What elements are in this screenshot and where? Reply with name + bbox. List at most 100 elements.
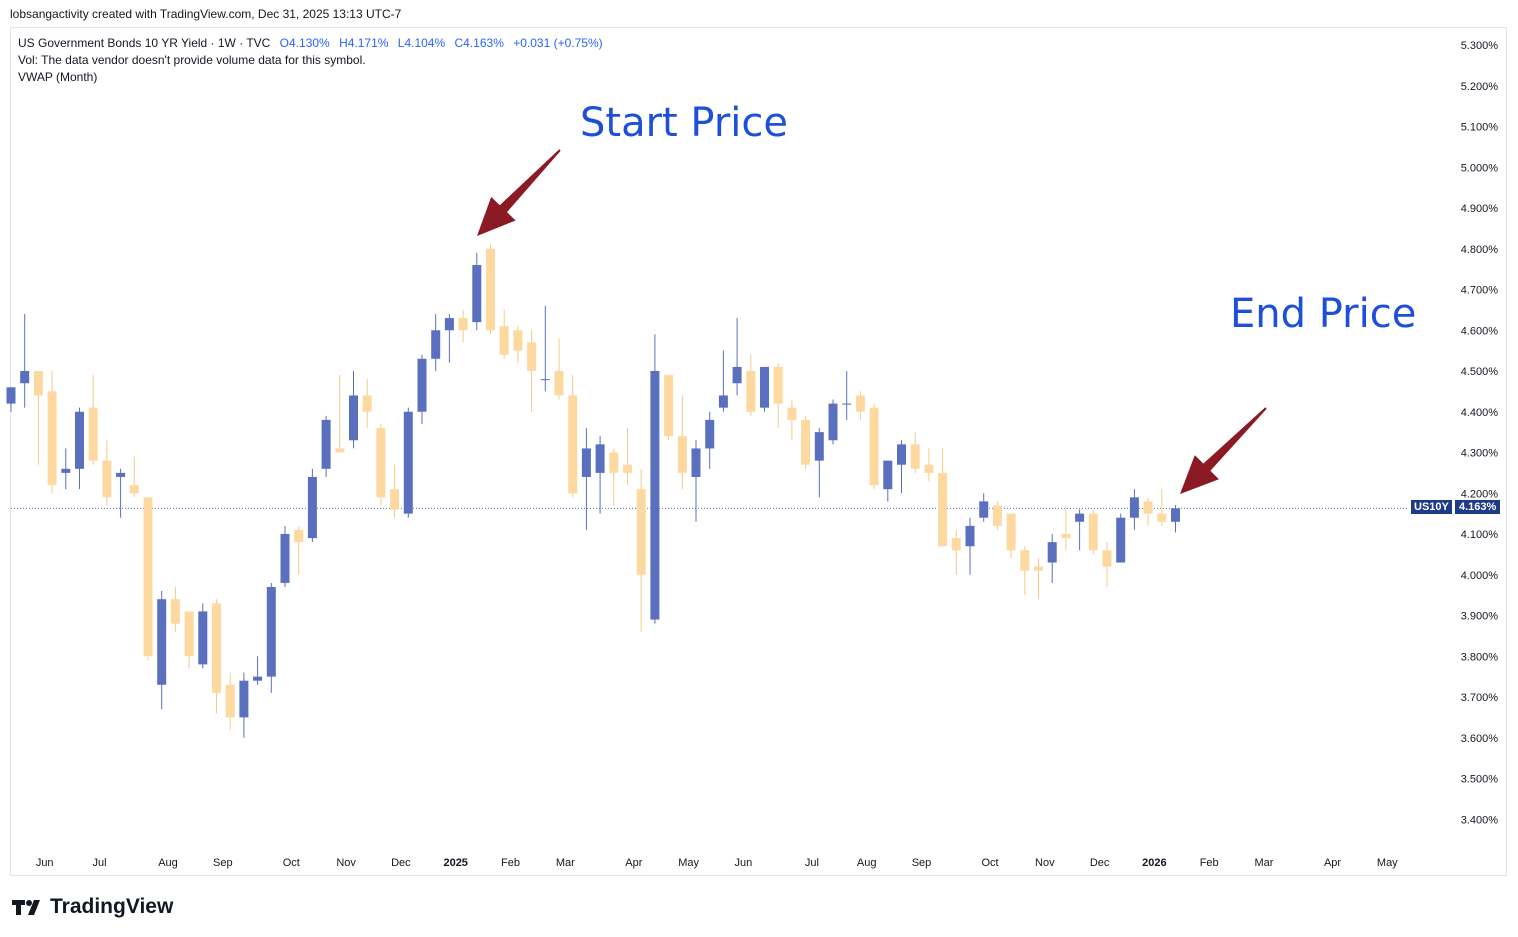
candle[interactable] <box>486 248 495 331</box>
candle[interactable] <box>636 489 646 575</box>
candle[interactable] <box>321 419 331 469</box>
candle[interactable] <box>88 407 98 461</box>
candle[interactable] <box>390 489 400 510</box>
candle[interactable] <box>499 326 509 355</box>
y-tick-label: 4.600% <box>1461 325 1499 337</box>
candle[interactable] <box>143 497 153 657</box>
candle[interactable] <box>6 387 16 404</box>
y-tick-label: 4.500% <box>1461 366 1499 378</box>
candle[interactable] <box>992 505 1002 526</box>
vwap-indicator-line[interactable]: VWAP (Month) <box>18 70 98 84</box>
candle[interactable] <box>938 472 948 547</box>
candle[interactable] <box>458 318 468 331</box>
y-tick-label: 5.000% <box>1461 162 1499 174</box>
candle[interactable] <box>979 501 989 518</box>
candle[interactable] <box>431 330 441 359</box>
candle[interactable] <box>814 432 824 461</box>
volume-indicator-line[interactable]: Vol: The data vendor doesn't provide vol… <box>18 53 366 67</box>
candle[interactable] <box>951 538 961 551</box>
candle[interactable] <box>280 534 290 583</box>
candle[interactable] <box>513 330 523 351</box>
candle[interactable] <box>1047 542 1057 563</box>
candle[interactable] <box>554 371 564 396</box>
candle[interactable] <box>239 680 249 718</box>
candle[interactable] <box>787 407 797 420</box>
candle[interactable] <box>335 448 345 453</box>
candle[interactable] <box>801 419 811 465</box>
candle[interactable] <box>61 468 71 473</box>
candle[interactable] <box>760 366 769 408</box>
candle[interactable] <box>403 411 413 514</box>
candle[interactable] <box>869 407 879 486</box>
candle[interactable] <box>1157 513 1167 522</box>
candle[interactable] <box>20 371 30 384</box>
candle[interactable] <box>910 444 920 469</box>
candle[interactable] <box>609 452 619 473</box>
candle[interactable] <box>1088 513 1098 551</box>
candle[interactable] <box>225 684 235 718</box>
candle[interactable] <box>855 395 865 412</box>
candle[interactable] <box>1034 566 1043 571</box>
candle[interactable] <box>1075 513 1085 522</box>
candle[interactable] <box>1171 508 1180 522</box>
candle[interactable] <box>184 611 194 657</box>
candle[interactable] <box>664 375 674 437</box>
candle[interactable] <box>623 464 632 473</box>
candle[interactable] <box>349 395 358 441</box>
candle[interactable] <box>828 403 838 441</box>
tradingview-logo-icon <box>12 900 40 915</box>
candle[interactable] <box>705 419 715 449</box>
candle[interactable] <box>266 586 276 677</box>
candle[interactable] <box>746 371 756 412</box>
candle[interactable] <box>527 342 537 371</box>
candle[interactable] <box>773 366 783 404</box>
symbol-line[interactable]: US Government Bonds 10 YR Yield · 1W · T… <box>18 35 603 52</box>
candle[interactable] <box>75 411 84 469</box>
candle[interactable] <box>581 448 591 477</box>
tradingview-logo[interactable]: TradingView <box>12 895 173 919</box>
candle[interactable] <box>157 599 167 685</box>
candle[interactable] <box>376 428 386 498</box>
candle[interactable] <box>1061 534 1071 539</box>
candle[interactable] <box>47 391 57 486</box>
candle[interactable] <box>116 472 126 477</box>
candle[interactable] <box>1102 550 1112 567</box>
candle[interactable] <box>691 448 701 477</box>
candle[interactable] <box>170 599 180 624</box>
candle[interactable] <box>307 476 317 539</box>
candle[interactable] <box>595 444 605 473</box>
candle[interactable] <box>842 403 852 405</box>
candle[interactable] <box>677 436 687 473</box>
high-value: H4.171% <box>339 36 389 50</box>
candle[interactable] <box>1006 513 1016 551</box>
candle[interactable] <box>129 485 139 494</box>
candle[interactable] <box>1020 550 1030 571</box>
candle[interactable] <box>362 395 372 412</box>
start-arrow-icon <box>477 149 561 236</box>
candle[interactable] <box>540 379 550 381</box>
candle[interactable] <box>253 676 263 681</box>
candle[interactable] <box>650 371 660 620</box>
candle[interactable] <box>732 366 742 384</box>
candle[interactable] <box>924 464 934 473</box>
candle[interactable] <box>718 395 728 408</box>
candle[interactable] <box>198 611 208 665</box>
current-price-value: 4.163% <box>1455 500 1501 515</box>
candle[interactable] <box>1129 497 1139 518</box>
candle[interactable] <box>212 603 221 693</box>
candle[interactable] <box>472 265 482 323</box>
candle[interactable] <box>33 371 43 396</box>
x-tick-label: Oct <box>283 857 300 869</box>
candle[interactable] <box>294 529 304 543</box>
candle[interactable] <box>102 460 112 498</box>
candle[interactable] <box>1116 517 1126 563</box>
candle[interactable] <box>417 358 427 412</box>
candle[interactable] <box>568 395 578 494</box>
candle[interactable] <box>883 460 893 490</box>
y-tick-label: 3.800% <box>1461 651 1499 663</box>
candle[interactable] <box>1143 501 1153 514</box>
candle[interactable] <box>965 525 975 547</box>
candle[interactable] <box>897 444 906 465</box>
candle[interactable] <box>444 318 454 331</box>
